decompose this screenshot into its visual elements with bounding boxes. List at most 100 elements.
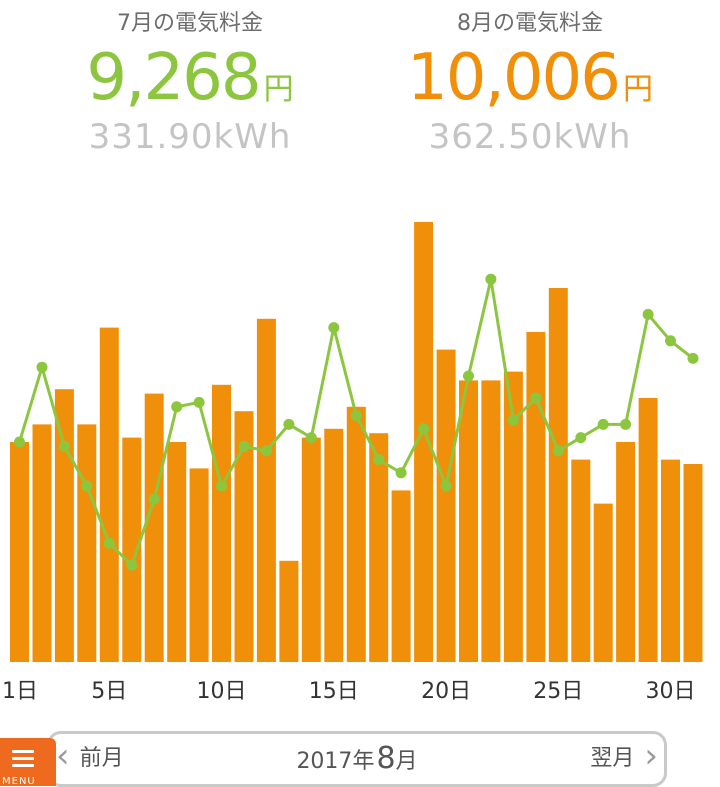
line-point (530, 392, 542, 404)
bar-series (10, 222, 703, 662)
usage-bar (189, 468, 209, 662)
august-kwh: 362.50kWh (428, 117, 632, 157)
year-value: 2017 (296, 749, 353, 774)
line-point (305, 432, 317, 444)
july-kwh: 331.90kWh (88, 117, 292, 157)
july-yen-unit: 円 (263, 72, 294, 107)
month-unit: 月 (395, 749, 418, 774)
menu-button[interactable]: MENU (0, 738, 56, 786)
year-unit: 年 (352, 749, 375, 774)
usage-bar (324, 428, 344, 662)
line-point (642, 308, 654, 320)
line-series (14, 273, 699, 571)
usage-bar (144, 393, 164, 662)
usage-bar (167, 442, 187, 662)
usage-bar (99, 327, 119, 662)
usage-bar (481, 380, 501, 662)
chevron-left-icon: ‹ (56, 736, 70, 776)
usage-bar (77, 424, 97, 662)
usage-bar (234, 411, 254, 662)
july-summary: 7月の電気料金 9,268 円 331.90kWh (20, 8, 360, 158)
usage-bar (638, 398, 658, 662)
line-point (36, 361, 48, 373)
x-tick-label: 5日 (91, 679, 127, 704)
line-point (597, 418, 609, 430)
usage-bar (32, 424, 52, 662)
line-point (283, 418, 295, 430)
line-point (58, 440, 70, 452)
line-point (328, 322, 340, 334)
summary-panel: 7月の電気料金 9,268 円 331.90kWh 8月の電気料金 10,006 円… (0, 0, 720, 170)
usage-bar (279, 560, 299, 662)
line-point (193, 396, 205, 408)
line-point (620, 418, 632, 430)
usage-bar (54, 389, 74, 662)
line-point (507, 414, 519, 426)
x-tick-label: 25日 (533, 679, 583, 704)
daily-usage-chart: 1日 5日 10日 15日 20日 25日 30日 (2, 222, 703, 704)
usage-bar (459, 380, 478, 662)
usage-bar (683, 464, 703, 662)
line-point (418, 423, 430, 435)
x-tick-label: 15日 (309, 679, 359, 704)
x-axis-ticks: 1日 5日 10日 15日 20日 25日 30日 (2, 679, 696, 704)
july-amount: 9,268 (86, 41, 261, 115)
usage-bar (301, 437, 321, 662)
usage-bar (212, 384, 231, 662)
prev-month-button[interactable]: ‹ 前月 (56, 734, 124, 784)
usage-bar (548, 288, 568, 662)
x-tick-label: 1日 (2, 679, 38, 704)
x-tick-label: 20日 (421, 679, 471, 704)
hamburger-icon (12, 750, 34, 767)
line-point (81, 480, 93, 492)
x-tick-label: 10日 (197, 679, 247, 704)
august-yen-unit: 円 (622, 72, 653, 107)
line-point (485, 273, 497, 285)
next-month-button[interactable]: 翌月 › (590, 734, 658, 784)
usage-bar (503, 371, 523, 662)
usage-bar (526, 332, 546, 662)
line-point (463, 370, 474, 382)
line-point (103, 537, 115, 549)
usage-bar (369, 433, 389, 662)
usage-bar (436, 349, 456, 662)
current-month-title: 2017年8月 (50, 734, 664, 784)
line-point (665, 335, 676, 347)
line-point (350, 410, 362, 422)
line-point (575, 432, 587, 444)
july-amount-row: 9,268 円 (20, 40, 360, 116)
month-value: 8 (376, 741, 396, 776)
menu-label: MENU (2, 776, 36, 786)
line-point (238, 440, 250, 452)
line-point (216, 480, 227, 492)
august-label: 8月の電気料金 (457, 11, 603, 36)
line-point (171, 401, 183, 413)
line-point (126, 559, 138, 571)
usage-bar (391, 490, 411, 662)
line-point (14, 436, 25, 448)
month-navigator: ‹ 前月 2017年8月 翌月 › (47, 731, 667, 787)
usage-bar (593, 503, 613, 662)
usage-bar (10, 442, 29, 662)
usage-bar (256, 318, 276, 662)
line-point (440, 480, 452, 492)
usage-bar (346, 406, 366, 662)
line-point (148, 493, 160, 505)
line-point (395, 467, 407, 479)
next-month-label: 翌月 (590, 746, 635, 771)
chevron-right-icon: › (644, 736, 658, 776)
august-amount: 10,006 (407, 41, 621, 115)
line-point (687, 352, 699, 364)
line-point (552, 445, 564, 457)
august-amount-row: 10,006 円 (360, 40, 700, 116)
line-point (260, 445, 272, 457)
usage-bar (571, 459, 591, 662)
x-tick-label: 30日 (646, 679, 696, 704)
usage-bar (661, 459, 680, 662)
usage-bar (414, 222, 434, 662)
usage-bar (616, 442, 636, 662)
july-label: 7月の電気料金 (117, 11, 263, 36)
usage-bar (122, 437, 142, 662)
prev-month-label: 前月 (79, 746, 124, 771)
line-point (373, 454, 385, 466)
